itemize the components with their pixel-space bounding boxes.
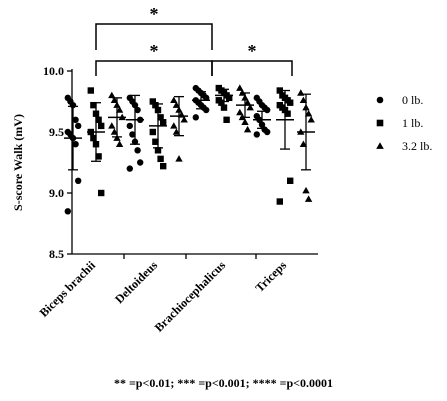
data-point [287, 177, 294, 184]
data-point [75, 122, 82, 130]
data-point [170, 122, 178, 129]
legend-label: 1 lb. [402, 116, 423, 130]
data-point [276, 198, 283, 205]
data-point [157, 155, 164, 163]
significance-label: * [248, 41, 257, 61]
data-point [287, 99, 294, 106]
data-point [137, 159, 144, 166]
axes: 8.5 9.0 9.5 10.0 Biceps brachii DeltoideusBra… [11, 64, 318, 335]
data-point [90, 134, 97, 142]
data-point [98, 122, 105, 130]
data-point [218, 99, 225, 106]
data-point [284, 110, 291, 117]
data-point [115, 106, 124, 113]
data-point [157, 114, 164, 121]
y-tick-label: 9.5 [49, 125, 64, 139]
data-point [134, 147, 141, 154]
x-category-label: Deltoideus [112, 258, 160, 306]
data-point [72, 141, 79, 148]
data-point [152, 101, 159, 109]
data-point [87, 87, 94, 94]
data-point [299, 96, 308, 104]
data-point [253, 131, 260, 138]
data-point [115, 140, 124, 147]
data-point [276, 87, 283, 94]
significance-label: * [150, 4, 159, 24]
significance-bracket [95, 23, 213, 50]
legend-label: 0 lb. [402, 93, 423, 107]
data-point [90, 101, 97, 109]
data-point [304, 195, 313, 202]
data-point [154, 147, 162, 154]
data-point [307, 116, 315, 123]
legend-label: 3.2 lb. [402, 139, 432, 153]
data-point [126, 122, 133, 130]
data-point [192, 114, 199, 121]
significance-bracket [95, 60, 213, 76]
data-point [203, 106, 210, 114]
data-point [160, 162, 167, 170]
data-point [236, 84, 244, 91]
significance-brackets: * * * [95, 4, 293, 76]
data-point [108, 122, 116, 129]
data-point [236, 108, 244, 116]
data-point [243, 99, 252, 106]
data-point [152, 138, 159, 145]
data-point [175, 155, 183, 162]
data-point [241, 118, 249, 125]
data-point [110, 96, 119, 104]
data-point [160, 119, 167, 126]
data-point [126, 165, 133, 172]
data-point [264, 106, 271, 114]
data-point [223, 116, 230, 123]
data-point [203, 94, 210, 102]
data-point [264, 128, 271, 136]
x-category-label: Biceps brachii [37, 258, 99, 320]
data-point [108, 91, 116, 99]
y-tick-label: 9.0 [49, 186, 64, 200]
x-category-label: Brachiocephalicus [152, 258, 229, 335]
y-tick-label: 8.5 [49, 247, 64, 261]
legend: 0 lb. 1 lb. 3.2 lb. [376, 93, 432, 153]
legend-marker [376, 96, 384, 104]
data-point [299, 140, 308, 147]
data-point [180, 116, 188, 123]
data-point [113, 134, 121, 141]
data-point [149, 98, 156, 105]
data-point [246, 103, 254, 111]
data-point [302, 186, 310, 194]
data-point [95, 153, 102, 160]
data-point [98, 189, 105, 197]
x-category-label: Triceps [253, 258, 290, 295]
data-point [110, 128, 119, 135]
data-point [134, 106, 141, 114]
y-tick-label: 10.0 [43, 64, 64, 78]
data-point [72, 116, 79, 124]
error-bars [64, 88, 315, 171]
data-point [64, 208, 72, 215]
data-points [64, 84, 315, 215]
footnote: ** =p<0.01; *** =p<0.001; **** =p<0.0001 [113, 376, 334, 390]
data-point [170, 96, 178, 104]
legend-marker [376, 142, 384, 149]
data-point [220, 104, 228, 111]
data-point [95, 116, 102, 123]
data-point [172, 128, 181, 135]
significance-label: * [150, 41, 159, 61]
legend-marker [376, 119, 384, 127]
data-point [149, 128, 156, 136]
significance-bracket [211, 60, 293, 76]
data-point [129, 131, 136, 138]
data-point [243, 125, 252, 133]
data-point [75, 177, 82, 184]
data-point [304, 110, 313, 117]
y-axis-title: S-score Walk (mV) [11, 114, 25, 211]
data-point [172, 101, 181, 108]
data-point [226, 94, 233, 102]
